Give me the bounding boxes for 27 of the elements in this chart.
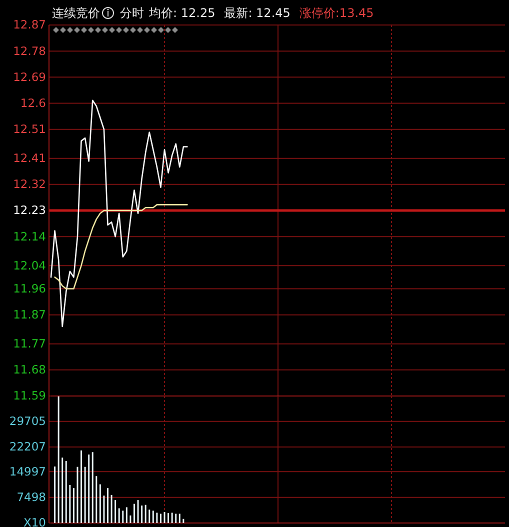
y-tick-label: 12.32 bbox=[13, 177, 46, 192]
chart-title: 连续竞价 bbox=[52, 6, 100, 20]
line-series bbox=[50, 100, 188, 328]
y-tick-label: 12.41 bbox=[13, 151, 46, 166]
y-tick-label: 22207 bbox=[9, 440, 46, 454]
y-tick-label: 14997 bbox=[9, 464, 46, 478]
y-tick-label: 12.04 bbox=[13, 258, 46, 272]
y-tick-label: 7498 bbox=[16, 490, 46, 504]
y-tick-label: 29705 bbox=[9, 414, 46, 428]
y-tick-label: 12.87 bbox=[13, 18, 46, 32]
y-tick-label: 11.96 bbox=[13, 281, 46, 296]
text: 最新: 12.45 bbox=[224, 6, 290, 20]
y-tick-label: 11.68 bbox=[13, 362, 46, 377]
y-tick-label: 11.77 bbox=[13, 336, 46, 351]
y-tick-label: 11.59 bbox=[13, 388, 46, 403]
line-series bbox=[54, 204, 188, 290]
y-tick-label: 12.14 bbox=[13, 229, 46, 244]
y-tick-label: 12.23 bbox=[13, 203, 46, 218]
text: 涨停价:13.45 bbox=[299, 6, 374, 20]
y-tick-label: 12.51 bbox=[13, 122, 46, 136]
y-tick-label: 12.78 bbox=[13, 44, 46, 58]
y-tick-label: 12.6 bbox=[20, 96, 46, 110]
y-tick-label: 12.69 bbox=[13, 70, 46, 84]
text: 分时 bbox=[120, 6, 144, 20]
text: 均价: 12.25 bbox=[148, 6, 216, 20]
y-tick-label: X10 bbox=[23, 516, 46, 527]
y-tick-label: 11.87 bbox=[13, 308, 46, 322]
